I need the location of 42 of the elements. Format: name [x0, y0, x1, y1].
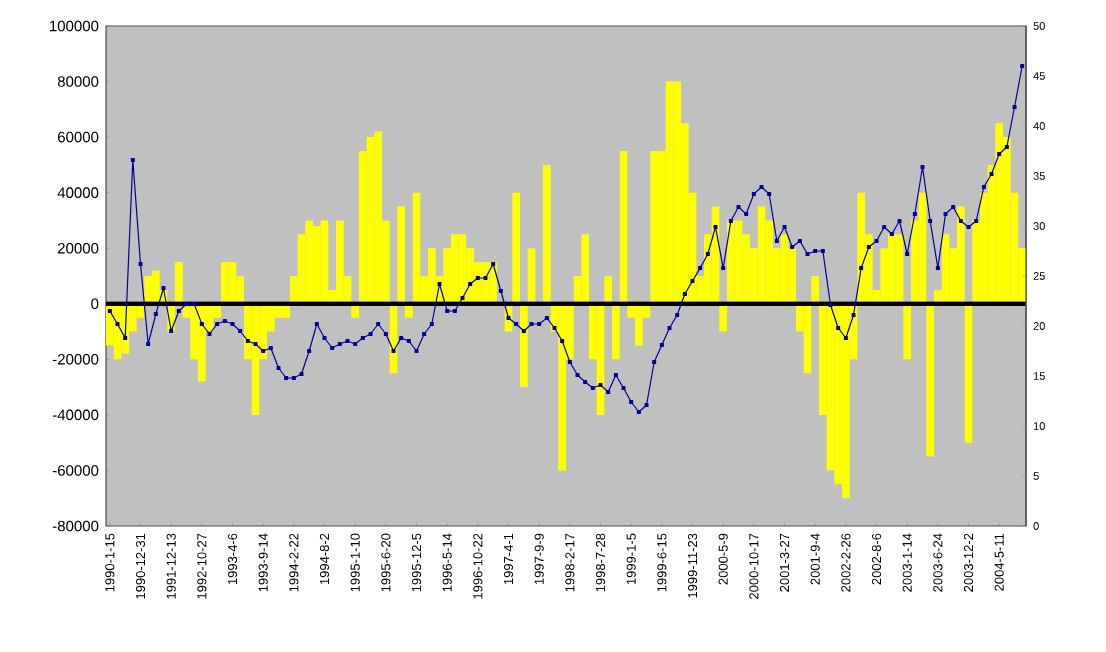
bar — [665, 81, 674, 304]
bar — [727, 220, 735, 304]
bar — [512, 192, 521, 304]
bar — [251, 303, 260, 415]
bar — [451, 234, 459, 304]
bar — [957, 206, 965, 304]
bar — [734, 220, 743, 304]
bar — [412, 192, 421, 304]
bar — [635, 303, 643, 346]
bar — [903, 303, 912, 360]
bar — [152, 270, 160, 304]
bar — [888, 234, 896, 304]
bar — [650, 150, 659, 304]
bar — [543, 164, 551, 304]
bar — [175, 262, 183, 304]
bar — [842, 303, 850, 499]
bar — [366, 137, 375, 304]
bar — [374, 131, 383, 304]
bar — [397, 206, 406, 304]
bar — [305, 220, 314, 304]
bar — [604, 275, 613, 304]
bar — [995, 123, 1004, 304]
bar — [336, 220, 344, 304]
bar — [673, 81, 682, 304]
bar — [857, 192, 866, 304]
bar — [428, 248, 436, 304]
bar — [612, 303, 620, 360]
bar — [619, 150, 628, 304]
bar — [719, 303, 728, 332]
bar — [596, 303, 605, 415]
bar — [313, 225, 321, 304]
bar — [926, 303, 935, 457]
bar — [558, 303, 567, 471]
bar — [811, 275, 820, 304]
bar — [581, 234, 590, 304]
bar — [144, 275, 153, 304]
bar — [198, 303, 206, 382]
bar — [964, 303, 973, 443]
bar — [320, 220, 329, 304]
bar — [918, 192, 927, 304]
bar — [221, 262, 229, 304]
bar — [520, 303, 528, 388]
